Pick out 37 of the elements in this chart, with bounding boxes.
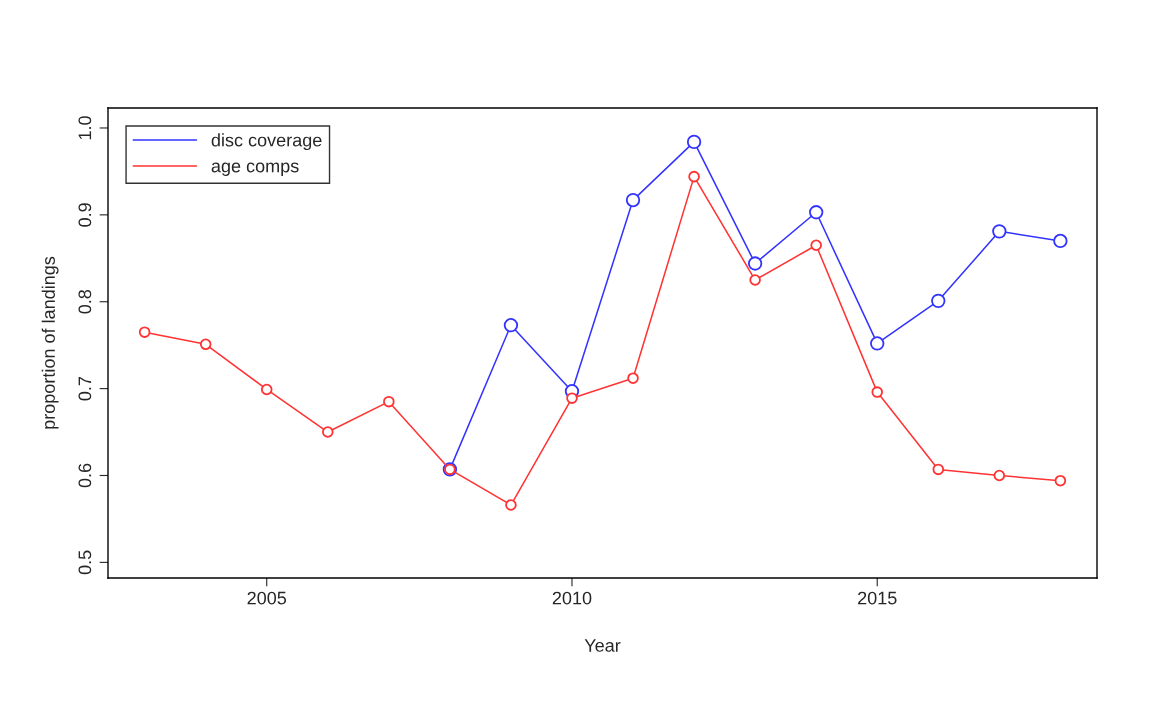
point <box>1053 233 1068 249</box>
x-tick-label: 2015 <box>858 591 897 605</box>
y-tick-label: 0.7 <box>78 376 92 401</box>
x-tick-label: 2005 <box>247 591 287 605</box>
y-tick-label: 0.9 <box>78 203 92 227</box>
point <box>992 224 1007 239</box>
y-tick-label: 0.8 <box>78 289 92 314</box>
point <box>747 256 763 271</box>
point <box>1054 474 1067 487</box>
point <box>383 395 395 408</box>
point <box>503 318 519 333</box>
point <box>993 469 1006 482</box>
x-tick-label: 2010 <box>552 591 592 605</box>
point <box>260 383 273 396</box>
y-axis-title: proportion of landings <box>41 256 59 429</box>
point <box>505 499 517 511</box>
y-tick-label: 0.5 <box>78 550 92 575</box>
point <box>322 426 334 438</box>
point <box>625 192 641 208</box>
point <box>627 372 639 384</box>
point <box>870 336 885 351</box>
legend-label: age comps <box>211 162 299 176</box>
x-axis-title: Year <box>584 639 621 652</box>
point <box>809 205 824 220</box>
point <box>932 463 945 476</box>
point <box>686 134 702 150</box>
point <box>810 239 822 252</box>
legend-label: disc coverage <box>211 133 322 151</box>
point <box>931 293 946 309</box>
point <box>688 170 700 183</box>
point <box>871 386 883 398</box>
point <box>199 338 212 351</box>
y-tick-label: 1.0 <box>78 116 92 140</box>
point <box>749 274 761 286</box>
point <box>566 392 578 404</box>
y-tick-label: 0.6 <box>78 463 92 488</box>
point <box>138 326 151 338</box>
